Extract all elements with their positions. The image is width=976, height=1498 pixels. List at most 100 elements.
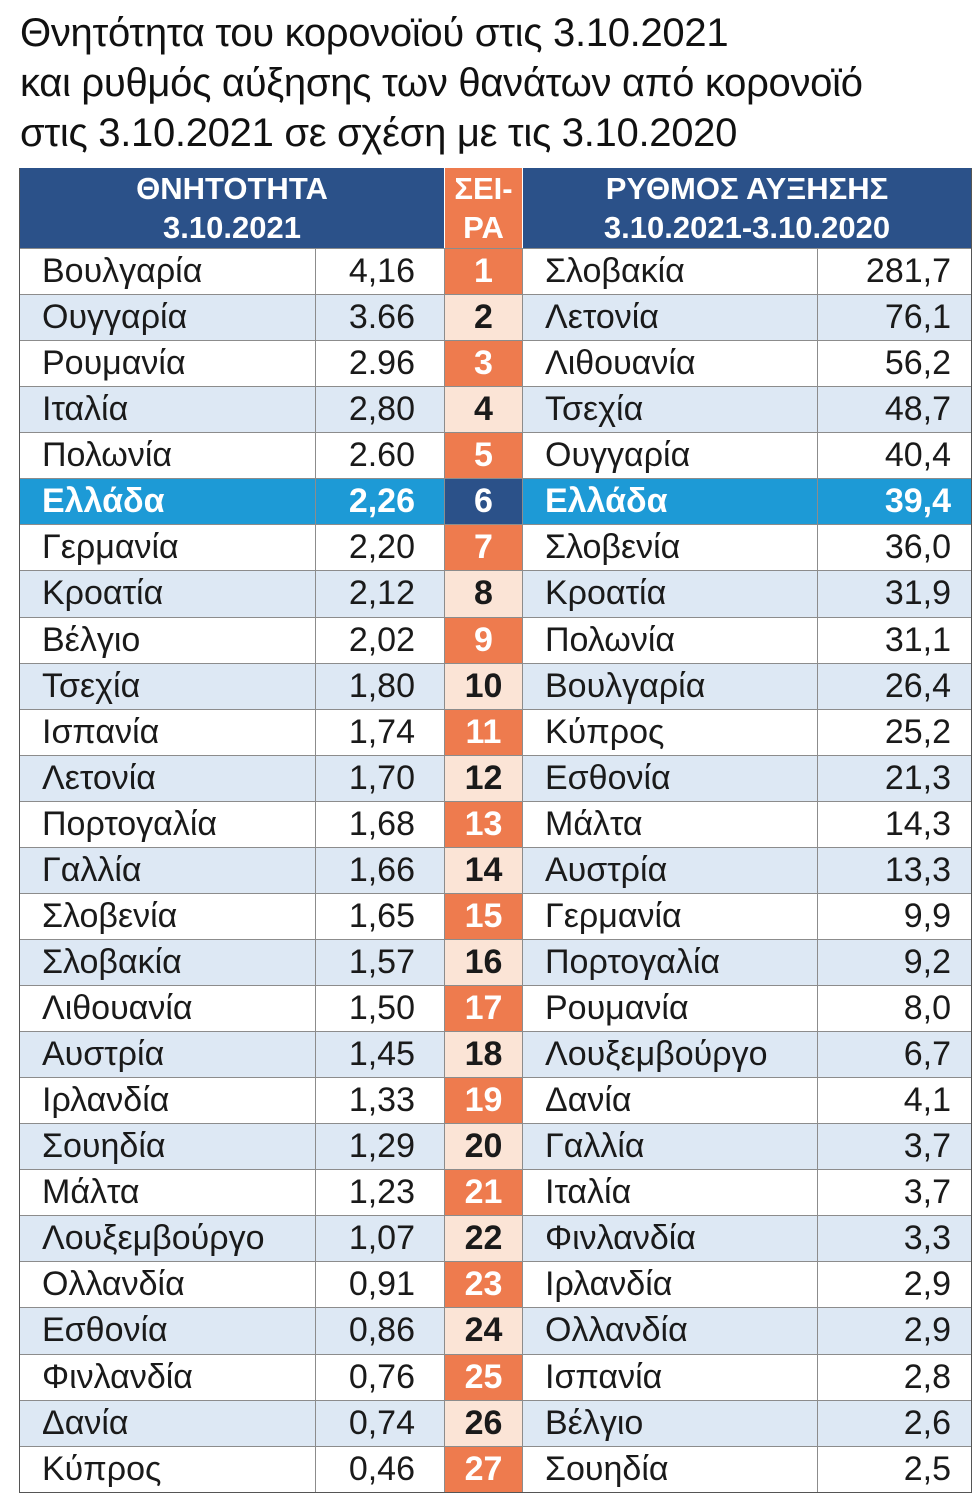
table-row: Ρουμανία 2.96 3 Λιθουανία 56,2: [20, 340, 971, 387]
country-growth-cell: Εσθονία: [523, 755, 818, 801]
country-growth-cell: Λουξεμβούργο: [523, 1032, 818, 1078]
country-mortality-cell: Εσθονία: [20, 1308, 315, 1354]
country-growth-cell: Δανία: [523, 1078, 818, 1124]
country-growth-cell: Σλοβακία: [523, 249, 818, 295]
country-mortality-cell: Ισπανία: [20, 709, 315, 755]
rank-cell: 9: [444, 617, 523, 663]
rank-cell: 5: [444, 433, 523, 479]
table-row: Ουγγαρία 3.66 2 Λετονία 76,1: [20, 294, 971, 341]
mortality-value-cell: 2.96: [315, 341, 444, 387]
country-growth-cell: Πολωνία: [523, 617, 818, 663]
table-row: Ολλανδία 0,91 23 Ιρλανδία 2,9: [20, 1261, 971, 1308]
country-mortality-cell: Βουλγαρία: [20, 249, 315, 295]
mortality-value-cell: 4,16: [315, 249, 444, 295]
table-row: Πορτογαλία 1,68 13 Μάλτα 14,3: [20, 800, 971, 847]
table-row: Ελλάδα 2,26 6 Ελλάδα 39,4: [20, 478, 971, 525]
country-mortality-cell: Λετονία: [20, 755, 315, 801]
growth-value-cell: 31,1: [817, 617, 971, 663]
rank-cell: 27: [444, 1446, 523, 1492]
mortality-value-cell: 1,57: [315, 939, 444, 985]
growth-value-cell: 3,3: [817, 1216, 971, 1262]
mortality-value-cell: 1,70: [315, 755, 444, 801]
country-mortality-cell: Φινλανδία: [20, 1354, 315, 1400]
growth-value-cell: 4,1: [817, 1078, 971, 1124]
rank-cell: 6: [444, 479, 523, 525]
table-row: Ιρλανδία 1,33 19 Δανία 4,1: [20, 1077, 971, 1124]
country-growth-cell: Σουηδία: [523, 1446, 818, 1492]
mortality-value-cell: 2,02: [315, 617, 444, 663]
mortality-value-cell: 1,23: [315, 1170, 444, 1216]
mortality-value-cell: 1,29: [315, 1124, 444, 1170]
country-growth-cell: Φινλανδία: [523, 1216, 818, 1262]
mortality-value-cell: 1,68: [315, 801, 444, 847]
growth-value-cell: 26,4: [817, 663, 971, 709]
mortality-value-cell: 2,12: [315, 571, 444, 617]
mortality-value-cell: 1,07: [315, 1216, 444, 1262]
growth-value-cell: 48,7: [817, 387, 971, 433]
country-mortality-cell: Πορτογαλία: [20, 801, 315, 847]
growth-value-cell: 14,3: [817, 801, 971, 847]
table-row: Ιταλία 2,80 4 Τσεχία 48,7: [20, 386, 971, 433]
rank-cell: 21: [444, 1170, 523, 1216]
mortality-value-cell: 1,65: [315, 893, 444, 939]
table-row: Δανία 0,74 26 Βέλγιο 2,6: [20, 1399, 971, 1446]
header-rank-line-2: ΡΑ: [463, 210, 504, 245]
header-mortality-line-1: ΘΝΗΤΟΤΗΤΑ: [136, 171, 328, 206]
country-mortality-cell: Δανία: [20, 1400, 315, 1446]
title-line-1: Θνητότητα του κορονοϊού στις 3.10.2021: [20, 11, 729, 55]
country-mortality-cell: Βέλγιο: [20, 617, 315, 663]
country-growth-cell: Γαλλία: [523, 1124, 818, 1170]
rank-cell: 23: [444, 1262, 523, 1308]
country-growth-cell: Ολλανδία: [523, 1308, 818, 1354]
growth-value-cell: 6,7: [817, 1032, 971, 1078]
growth-value-cell: 3,7: [817, 1170, 971, 1216]
rank-cell: 13: [444, 801, 523, 847]
country-growth-cell: Ιταλία: [523, 1170, 818, 1216]
table-row: Βουλγαρία 4,16 1 Σλοβακία 281,7: [20, 248, 971, 295]
growth-value-cell: 36,0: [817, 525, 971, 571]
growth-value-cell: 9,9: [817, 893, 971, 939]
table-row: Λιθουανία 1,50 17 Ρουμανία 8,0: [20, 985, 971, 1032]
country-growth-cell: Ρουμανία: [523, 986, 818, 1032]
table-row: Σλοβενία 1,65 15 Γερμανία 9,9: [20, 892, 971, 939]
rank-cell: 18: [444, 1032, 523, 1078]
growth-value-cell: 76,1: [817, 295, 971, 341]
rank-cell: 15: [444, 893, 523, 939]
header-mortality: ΘΝΗΤΟΤΗΤΑ 3.10.2021: [20, 168, 444, 248]
growth-value-cell: 31,9: [817, 571, 971, 617]
country-growth-cell: Πορτογαλία: [523, 939, 818, 985]
table-row: Εσθονία 0,86 24 Ολλανδία 2,9: [20, 1307, 971, 1354]
country-mortality-cell: Κροατία: [20, 571, 315, 617]
growth-value-cell: 39,4: [817, 479, 971, 525]
country-mortality-cell: Γαλλία: [20, 847, 315, 893]
rank-cell: 4: [444, 387, 523, 433]
country-mortality-cell: Γερμανία: [20, 525, 315, 571]
table-row: Σουηδία 1,29 20 Γαλλία 3,7: [20, 1123, 971, 1170]
rank-cell: 14: [444, 847, 523, 893]
country-mortality-cell: Ιταλία: [20, 387, 315, 433]
header-mortality-line-2: 3.10.2021: [163, 210, 301, 245]
country-growth-cell: Ελλάδα: [523, 479, 818, 525]
table-header: ΘΝΗΤΟΤΗΤΑ 3.10.2021 ΣΕΙ- ΡΑ ΡΥΘΜΟΣ ΑΥΞΗΣ…: [20, 168, 971, 248]
table-row: Πολωνία 2.60 5 Ουγγαρία 40,4: [20, 432, 971, 479]
country-growth-cell: Βουλγαρία: [523, 663, 818, 709]
mortality-value-cell: 1,45: [315, 1032, 444, 1078]
country-growth-cell: Γερμανία: [523, 893, 818, 939]
rank-cell: 25: [444, 1354, 523, 1400]
country-mortality-cell: Αυστρία: [20, 1032, 315, 1078]
rank-cell: 26: [444, 1400, 523, 1446]
table-row: Σλοβακία 1,57 16 Πορτογαλία 9,2: [20, 938, 971, 985]
mortality-value-cell: 2.60: [315, 433, 444, 479]
growth-value-cell: 21,3: [817, 755, 971, 801]
country-mortality-cell: Τσεχία: [20, 663, 315, 709]
table-row: Κύπρος 0,46 27 Σουηδία 2,5: [20, 1445, 971, 1492]
rank-cell: 17: [444, 986, 523, 1032]
country-growth-cell: Κύπρος: [523, 709, 818, 755]
country-mortality-cell: Ελλάδα: [20, 479, 315, 525]
rank-cell: 10: [444, 663, 523, 709]
country-mortality-cell: Λιθουανία: [20, 986, 315, 1032]
header-growth: ΡΥΘΜΟΣ ΑΥΞΗΣΗΣ 3.10.2021-3.10.2020: [523, 168, 971, 248]
country-growth-cell: Αυστρία: [523, 847, 818, 893]
country-mortality-cell: Ολλανδία: [20, 1262, 315, 1308]
table-body: Βουλγαρία 4,16 1 Σλοβακία 281,7 Ουγγαρία 3.66 2…: [20, 248, 971, 1492]
